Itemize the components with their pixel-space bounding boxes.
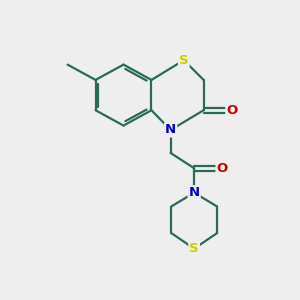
Text: N: N [189, 186, 200, 199]
Text: S: S [179, 54, 189, 67]
Text: O: O [217, 162, 228, 175]
Text: N: N [165, 124, 176, 136]
Text: O: O [226, 104, 238, 117]
Text: S: S [189, 242, 199, 255]
